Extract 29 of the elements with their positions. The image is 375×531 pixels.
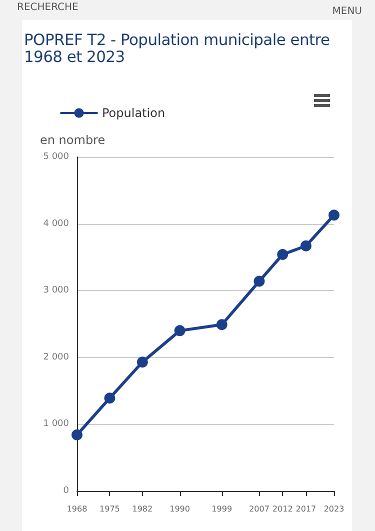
legend-label: Population — [102, 106, 166, 120]
point — [72, 429, 82, 440]
x-tick-label: 2007 — [249, 504, 270, 514]
y-tick-label: 4 000 — [43, 218, 70, 229]
x-tick-label: 1999 — [212, 504, 232, 514]
x-tick-label: 2017 — [296, 504, 316, 514]
point — [136, 356, 148, 368]
x-tick-label: 1990 — [170, 504, 190, 514]
y-tick-label: 1 000 — [43, 419, 70, 430]
point — [254, 276, 265, 287]
point — [174, 325, 186, 336]
text: MENU — [332, 6, 362, 17]
chart-title: POPREF T2 - Population municipale entre 1968 et 2023 — [24, 31, 331, 66]
point — [300, 240, 312, 252]
x-tick-label: 1982 — [132, 504, 153, 514]
point — [216, 319, 228, 330]
y-tick-label: 0 — [63, 486, 70, 496]
y-axis-title: en nombre — [40, 133, 106, 147]
y-tick-label: 3 000 — [43, 286, 70, 296]
y-tick-label: 2 000 — [43, 352, 70, 362]
x-tick-label: 2023 — [324, 504, 344, 514]
point — [104, 392, 116, 404]
text: RECHERCHE — [17, 2, 78, 13]
x-tick-label: 1968 — [66, 504, 88, 514]
x-tick-label: 1975 — [100, 504, 120, 514]
x-tick-label: 2012 — [272, 504, 293, 514]
point — [277, 249, 288, 260]
point — [328, 210, 340, 221]
y-tick-label: 5 000 — [43, 152, 70, 162]
